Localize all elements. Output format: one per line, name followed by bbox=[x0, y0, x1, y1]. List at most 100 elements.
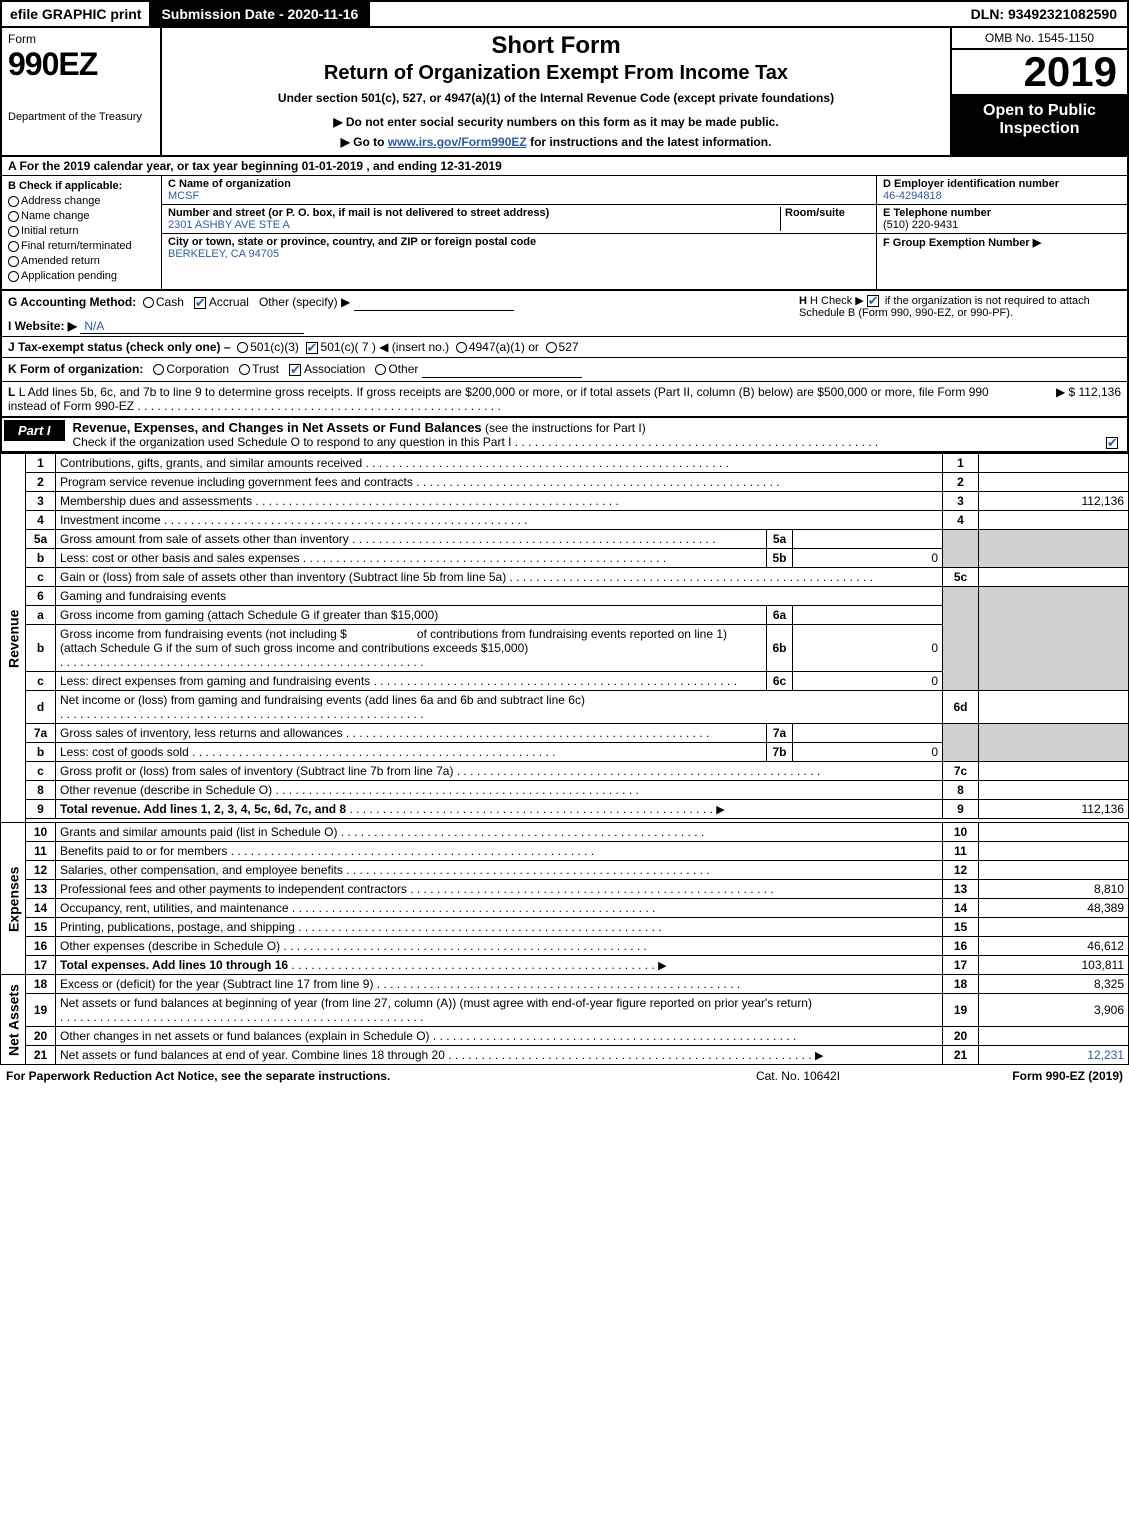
row-14-desc: Occupancy, rent, utilities, and maintena… bbox=[60, 901, 289, 915]
b-check-label: B Check if applicable: bbox=[8, 180, 155, 192]
d-ein-value: 46-4294818 bbox=[883, 190, 942, 202]
row-20-desc: Other changes in net assets or fund bala… bbox=[60, 1029, 430, 1043]
row-11-amount bbox=[979, 842, 1129, 861]
k-other-radio[interactable] bbox=[375, 364, 386, 375]
row-8-amount bbox=[979, 781, 1129, 800]
row-12-desc: Salaries, other compensation, and employ… bbox=[60, 863, 343, 877]
c-street-value: 2301 ASHBY AVE STE A bbox=[168, 219, 290, 231]
irs-link[interactable]: www.irs.gov/Form990EZ bbox=[388, 135, 527, 149]
c-name-value: MCSF bbox=[168, 190, 199, 202]
part-i-header: Part I Revenue, Expenses, and Changes in… bbox=[0, 418, 1129, 453]
row-2-desc: Program service revenue including govern… bbox=[60, 475, 413, 489]
k-corp-radio[interactable] bbox=[153, 364, 164, 375]
j-501c3-radio[interactable] bbox=[237, 342, 248, 353]
form-header: Form 990EZ Department of the Treasury Sh… bbox=[0, 28, 1129, 157]
omb-number: OMB No. 1545-1150 bbox=[952, 28, 1127, 50]
row-18-amount: 8,325 bbox=[979, 975, 1129, 994]
row-10-amount bbox=[979, 823, 1129, 842]
i-website-value: N/A bbox=[80, 319, 304, 334]
row-5a-sub bbox=[793, 530, 943, 549]
j-501c-check[interactable] bbox=[306, 342, 318, 354]
row-11-desc: Benefits paid to or for members bbox=[60, 844, 227, 858]
d-ein-label: D Employer identification number bbox=[883, 178, 1059, 190]
open-public-inspection: Open to Public Inspection bbox=[952, 96, 1127, 155]
chk-final-return[interactable] bbox=[8, 241, 19, 252]
k-other-input[interactable] bbox=[422, 361, 582, 378]
row-1-desc: Contributions, gifts, grants, and simila… bbox=[60, 456, 362, 470]
footer-right: Form 990-EZ (2019) bbox=[923, 1069, 1123, 1083]
netassets-side-label: Net Assets bbox=[1, 975, 26, 1065]
l-amount: ▶ $ 112,136 bbox=[1011, 385, 1121, 413]
row-6c-desc: Less: direct expenses from gaming and fu… bbox=[60, 674, 370, 688]
row-9-desc: Total revenue. Add lines 1, 2, 3, 4, 5c,… bbox=[60, 802, 346, 816]
f-group-label: F Group Exemption Number ▶ bbox=[883, 237, 1041, 249]
row-16-amount: 46,612 bbox=[979, 937, 1129, 956]
entity-block: B Check if applicable: Address change Na… bbox=[0, 176, 1129, 291]
j-527-radio[interactable] bbox=[546, 342, 557, 353]
g-other-input[interactable] bbox=[354, 294, 514, 311]
k-assoc-check[interactable] bbox=[289, 364, 301, 376]
part-i-schedule-o-check[interactable] bbox=[1106, 437, 1118, 449]
row-15-amount bbox=[979, 918, 1129, 937]
title-shortform: Short Form bbox=[172, 32, 940, 60]
row-1-amount bbox=[979, 454, 1129, 473]
chk-address-change[interactable] bbox=[8, 196, 19, 207]
e-phone-label: E Telephone number bbox=[883, 207, 991, 219]
line-a-period: A For the 2019 calendar year, or tax yea… bbox=[0, 157, 1129, 176]
goto-line: ▶ Go to www.irs.gov/Form990EZ for instru… bbox=[172, 135, 940, 149]
row-6d-desc: Net income or (loss) from gaming and fun… bbox=[60, 693, 585, 707]
row-3-amount: 112,136 bbox=[979, 492, 1129, 511]
part-i-note: (see the instructions for Part I) bbox=[485, 421, 646, 435]
row-21-desc: Net assets or fund balances at end of ye… bbox=[60, 1048, 445, 1062]
row-15-desc: Printing, publications, postage, and shi… bbox=[60, 920, 295, 934]
row-5b-desc: Less: cost or other basis and sales expe… bbox=[60, 551, 299, 565]
c-street-label: Number and street (or P. O. box, if mail… bbox=[168, 207, 549, 219]
j-4947-radio[interactable] bbox=[456, 342, 467, 353]
meta-block: G Accounting Method: Cash Accrual Other … bbox=[0, 291, 1129, 418]
subtitle: Under section 501(c), 527, or 4947(a)(1)… bbox=[172, 91, 940, 105]
row-6b-sub: 0 bbox=[793, 625, 943, 672]
row-5c-amount bbox=[979, 568, 1129, 587]
efile-label[interactable]: efile GRAPHIC print bbox=[2, 2, 149, 26]
row-17-desc: Total expenses. Add lines 10 through 16 bbox=[60, 958, 288, 972]
submission-date: Submission Date - 2020-11-16 bbox=[149, 2, 370, 26]
row-10-desc: Grants and similar amounts paid (list in… bbox=[60, 825, 337, 839]
row-5a-desc: Gross amount from sale of assets other t… bbox=[60, 532, 349, 546]
row-6a-desc: Gross income from gaming (attach Schedul… bbox=[60, 608, 438, 622]
footer-mid: Cat. No. 10642I bbox=[673, 1069, 923, 1083]
form-word: Form bbox=[8, 32, 154, 46]
g-cash-radio[interactable] bbox=[143, 297, 154, 308]
chk-amended-return[interactable] bbox=[8, 256, 19, 267]
row-7b-sub: 0 bbox=[793, 743, 943, 762]
row-4-amount bbox=[979, 511, 1129, 530]
row-6d-amount bbox=[979, 691, 1129, 724]
h-check[interactable] bbox=[867, 295, 879, 307]
k-label: K Form of organization: bbox=[8, 362, 143, 376]
chk-name-change[interactable] bbox=[8, 211, 19, 222]
row-2-amount bbox=[979, 473, 1129, 492]
row-7c-desc: Gross profit or (loss) from sales of inv… bbox=[60, 764, 453, 778]
row-18-desc: Excess or (deficit) for the year (Subtra… bbox=[60, 977, 373, 991]
ssn-warning: ▶ Do not enter social security numbers o… bbox=[172, 115, 940, 129]
k-trust-radio[interactable] bbox=[239, 364, 250, 375]
part-i-tag: Part I bbox=[4, 420, 65, 441]
part-i-title: Revenue, Expenses, and Changes in Net As… bbox=[73, 420, 482, 435]
row-16-desc: Other expenses (describe in Schedule O) bbox=[60, 939, 280, 953]
revenue-side-label: Revenue bbox=[1, 454, 26, 823]
row-20-amount bbox=[979, 1027, 1129, 1046]
chk-application-pending[interactable] bbox=[8, 271, 19, 282]
row-7a-sub bbox=[793, 724, 943, 743]
g-accrual-check[interactable] bbox=[194, 297, 206, 309]
c-city-value: BERKELEY, CA 94705 bbox=[168, 248, 279, 260]
row-21-amount: 12,231 bbox=[979, 1046, 1129, 1065]
dln: DLN: 93492321082590 bbox=[961, 2, 1127, 26]
row-7a-desc: Gross sales of inventory, less returns a… bbox=[60, 726, 343, 740]
chk-initial-return[interactable] bbox=[8, 226, 19, 237]
title-return: Return of Organization Exempt From Incom… bbox=[172, 62, 940, 85]
row-5b-sub: 0 bbox=[793, 549, 943, 568]
row-9-amount: 112,136 bbox=[979, 800, 1129, 819]
row-7c-amount bbox=[979, 762, 1129, 781]
row-6b-desc1: Gross income from fundraising events (no… bbox=[60, 627, 347, 641]
form-number: 990EZ bbox=[8, 46, 154, 83]
c-name-label: C Name of organization bbox=[168, 178, 291, 190]
